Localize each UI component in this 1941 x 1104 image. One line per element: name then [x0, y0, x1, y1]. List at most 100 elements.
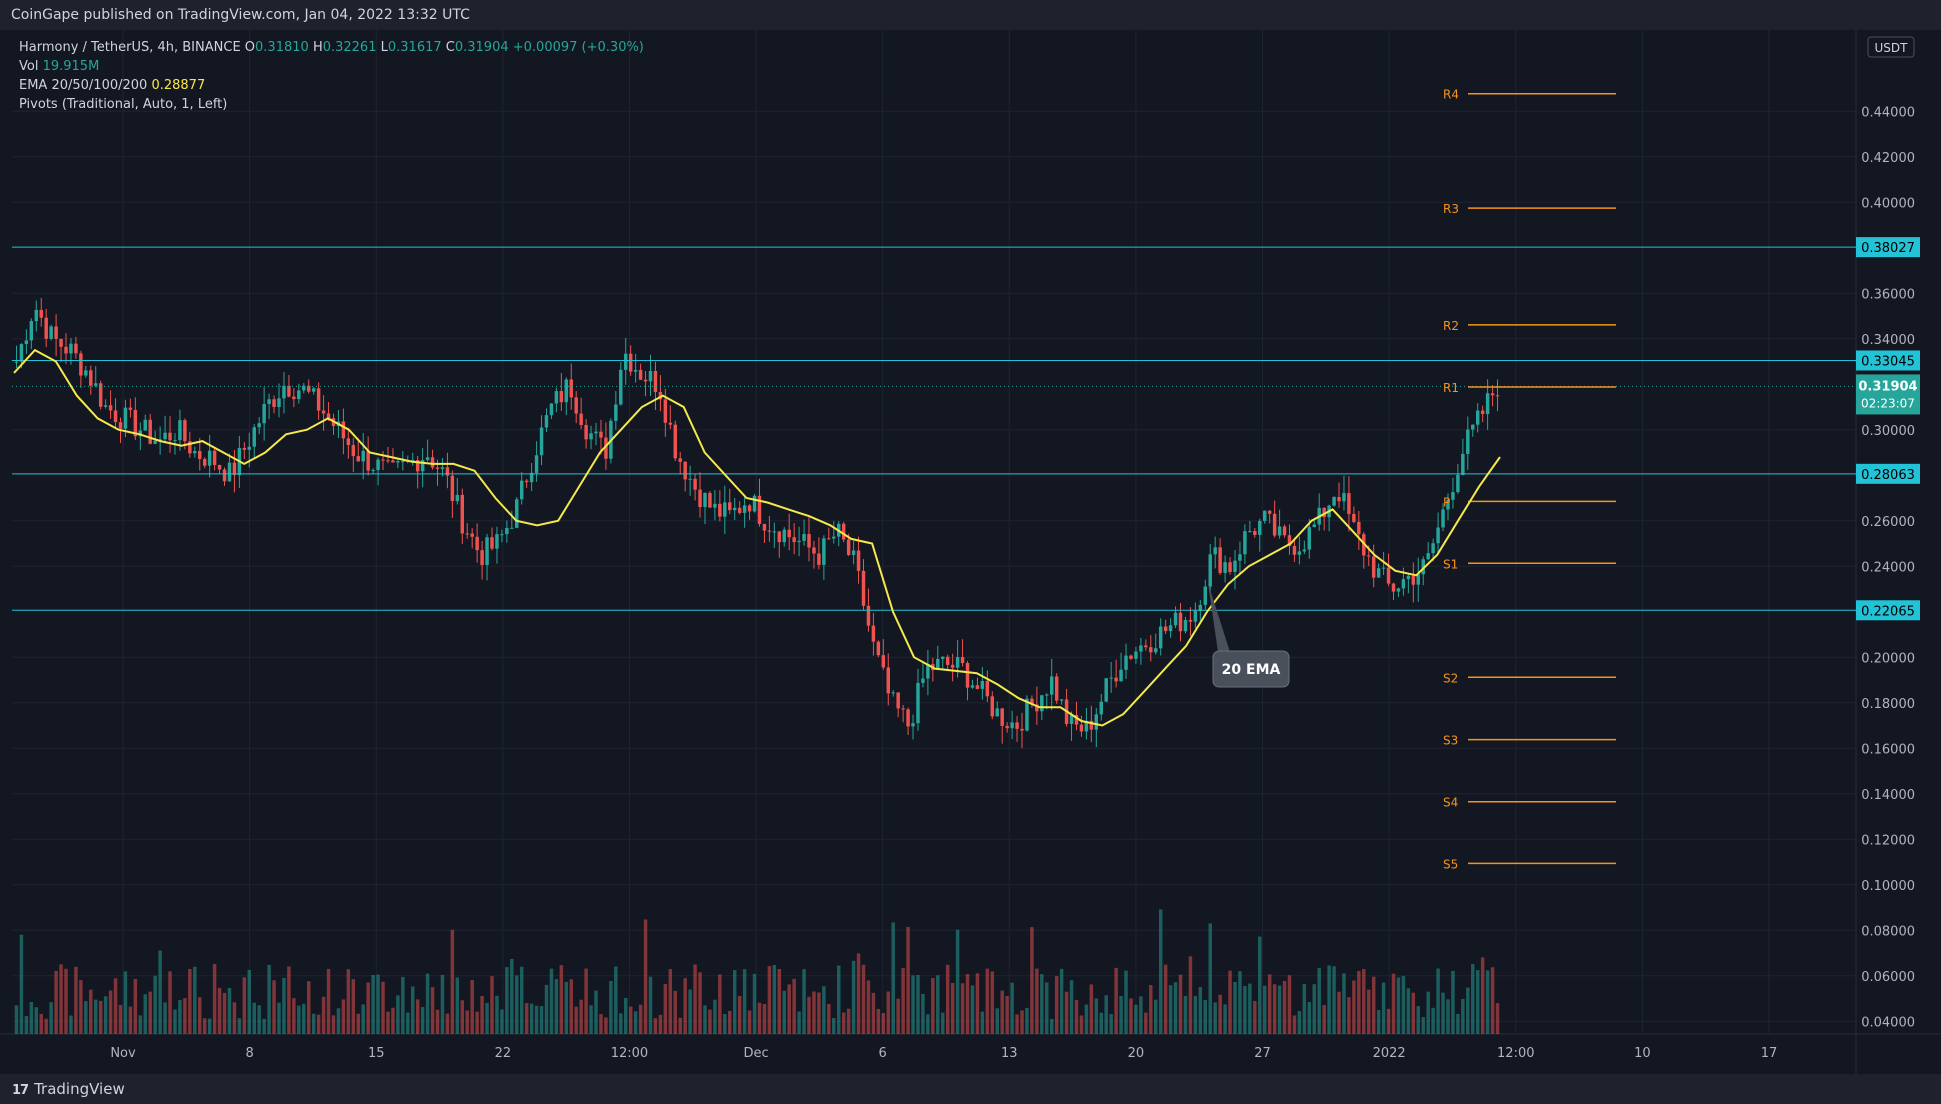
candle-body	[594, 431, 598, 434]
volume-bar	[24, 1016, 29, 1034]
volume-bar	[311, 1013, 316, 1034]
volume-bar	[1322, 1005, 1326, 1034]
candle-body	[287, 385, 291, 397]
volume-bar	[93, 999, 98, 1034]
volume-bar	[1040, 974, 1044, 1034]
volume-bar	[1045, 982, 1049, 1034]
volume-bar	[237, 1018, 242, 1034]
volume-bar	[386, 1011, 390, 1034]
volume-bar	[668, 969, 673, 1034]
candle-body	[1045, 694, 1049, 696]
candle-body	[1049, 676, 1054, 695]
candle-body	[1312, 524, 1316, 528]
candle-body	[1149, 647, 1153, 653]
volume-bar	[1337, 991, 1341, 1034]
volume-bar	[1079, 1015, 1084, 1034]
pivot-label: P	[1443, 495, 1450, 509]
volume-bar	[480, 995, 484, 1034]
candle-body	[1228, 562, 1232, 572]
volume-bar	[495, 995, 499, 1034]
level-axis-label: 0.28063	[1861, 468, 1915, 483]
volume-bar	[921, 993, 925, 1034]
volume-bar	[614, 966, 618, 1034]
candle-body	[1079, 724, 1084, 732]
volume-bar	[673, 990, 678, 1034]
volume-bar	[158, 950, 162, 1034]
candle-body	[247, 446, 252, 450]
volume-bar	[113, 978, 118, 1034]
price-chart-svg[interactable]: 0.38027 0.33045 0.28063 0.22065 0.31904 02:23…	[0, 30, 1941, 1074]
candle-body	[777, 531, 782, 543]
volume-bar	[851, 960, 856, 1034]
candle-body	[549, 403, 554, 416]
volume-bar	[584, 968, 588, 1034]
candle-body	[955, 657, 960, 668]
candle-body	[604, 437, 608, 459]
candle-body	[282, 385, 286, 399]
tradingview-logo[interactable]: 17 TradingView	[12, 1080, 125, 1098]
chart-area[interactable]: 0.38027 0.33045 0.28063 0.22065 0.31904 02:23…	[0, 30, 1941, 1074]
volume-bar	[430, 987, 435, 1034]
candle-body	[1480, 410, 1485, 415]
x-tick-label: 12:00	[1497, 1046, 1534, 1061]
volume-bar	[757, 1002, 762, 1034]
candle-body	[1337, 496, 1341, 502]
candle-body	[718, 503, 722, 517]
candle-body	[1391, 583, 1396, 592]
volume-bar	[524, 1003, 529, 1034]
volume-bar	[698, 972, 702, 1034]
volume-bar	[916, 975, 920, 1034]
candle-body	[321, 410, 326, 414]
candle-body	[341, 421, 346, 439]
volume-bar	[1485, 970, 1490, 1034]
candle-body	[886, 667, 890, 694]
y-tick-label: 0.12000	[1861, 833, 1915, 848]
candle-body	[564, 379, 569, 403]
legend-close-label: C	[445, 40, 455, 55]
candle-body	[460, 494, 465, 534]
candle-body	[891, 692, 895, 694]
volume-bar	[559, 965, 564, 1034]
volume-bar	[1198, 987, 1203, 1034]
volume-bar	[1287, 975, 1292, 1034]
candle-body	[752, 495, 757, 512]
candle-body	[965, 663, 970, 688]
volume-bar	[1376, 1010, 1381, 1034]
volume-bar	[391, 1007, 395, 1034]
volume-bar	[772, 965, 777, 1034]
volume-bar	[693, 964, 697, 1034]
candle-body	[1069, 714, 1074, 724]
volume-bar	[1406, 988, 1411, 1034]
candle-body	[737, 507, 742, 513]
volume-bar	[792, 978, 796, 1034]
candle-body	[1282, 526, 1287, 536]
volume-bar	[945, 964, 950, 1034]
volume-bar	[955, 929, 960, 1034]
candle-body	[579, 413, 583, 426]
volume-bar	[1059, 968, 1064, 1034]
candle-body	[1173, 612, 1178, 626]
candle-body	[1352, 513, 1356, 522]
volume-bar	[1446, 999, 1450, 1034]
volume-bar	[39, 1013, 43, 1034]
volume-bar	[1054, 976, 1059, 1034]
y-tick-label: 0.14000	[1861, 788, 1915, 803]
candle-body	[851, 550, 856, 555]
candle-body	[1158, 626, 1163, 649]
candle-body	[386, 460, 390, 462]
candle-body	[1030, 698, 1034, 705]
volume-bar	[242, 977, 247, 1034]
candle-body	[906, 709, 910, 727]
candle-body	[1193, 610, 1198, 622]
candle-body	[728, 502, 732, 511]
y-tick-label: 0.10000	[1861, 879, 1915, 894]
pivot-label: R1	[1443, 381, 1459, 395]
volume-bar	[643, 919, 648, 1034]
legend-ema-value: 0.28877	[151, 78, 206, 93]
volume-bar	[1411, 992, 1416, 1034]
candle-body	[1163, 626, 1168, 632]
legend-close-value: 0.31904	[454, 40, 509, 55]
candle-body	[1124, 655, 1128, 670]
candle-body	[628, 353, 633, 372]
volume-bar	[832, 1017, 836, 1034]
